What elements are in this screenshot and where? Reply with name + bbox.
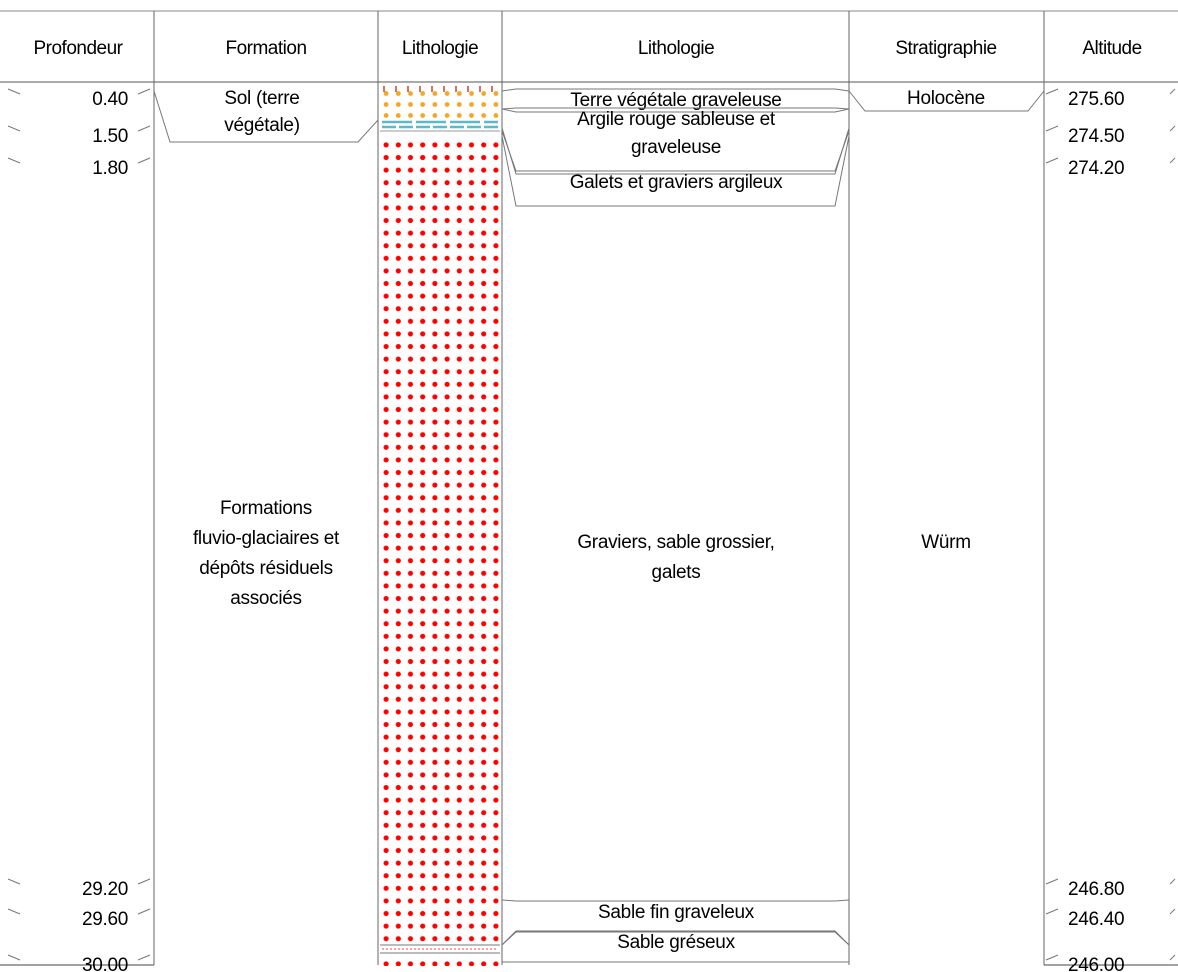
lithology-description-1: Argile rouge sableuse et graveleuse xyxy=(501,107,850,175)
depth-label: 29.20 xyxy=(82,879,128,900)
depth-label: 29.60 xyxy=(82,909,128,930)
formation-fluvio: Formations fluvio-glaciaires et dépôts rés… xyxy=(193,498,340,609)
lithology-description-text: Argile rouge sableuse et xyxy=(577,109,776,130)
altitude-tick xyxy=(1169,88,1176,95)
altitude-tick xyxy=(1045,88,1059,95)
depth-tick xyxy=(7,954,21,961)
lithology-description-3: Graviers, sable grossier, galets xyxy=(577,532,775,583)
formation-soil-bracket xyxy=(153,90,379,143)
depth-label: 30.00 xyxy=(82,955,128,972)
altitude-tick xyxy=(1045,125,1059,132)
lithology-bracket-bottom xyxy=(501,108,850,113)
lithology-description-0: Terre végétale graveleuse xyxy=(501,88,850,113)
lithology-description-text: graveleuse xyxy=(631,137,721,158)
depth-tick xyxy=(137,157,151,164)
altitude-tick xyxy=(1045,878,1059,885)
altitude-tick xyxy=(1169,878,1176,885)
depth-tick xyxy=(137,88,151,95)
header-lithology-column: Lithologie xyxy=(402,38,478,59)
lithology-description-text: Terre végétale graveleuse xyxy=(570,90,781,111)
formation-soil-text: Sol (terre xyxy=(224,88,299,109)
formation-fluvio-text: Formations xyxy=(220,498,312,519)
depth-tick xyxy=(7,157,21,164)
layer-base xyxy=(380,956,500,966)
lithology-bracket-top xyxy=(501,930,850,946)
depth-tick xyxy=(137,908,151,915)
header-depth: Profondeur xyxy=(33,38,123,59)
layer-gravel xyxy=(380,136,500,943)
depth-tick xyxy=(137,954,151,961)
header-formation: Formation xyxy=(225,38,306,59)
altitude-label: 274.50 xyxy=(1068,126,1124,147)
stratigraphy-holocene-text: Holocène xyxy=(907,88,985,109)
header-lithology-description: Lithologie xyxy=(638,38,714,59)
formation-soil: Sol (terre végétale) xyxy=(224,88,300,136)
lithology-description-2: Galets et graviers argileux xyxy=(501,130,850,207)
altitude-tick xyxy=(1169,954,1176,961)
depth-tick xyxy=(137,878,151,885)
lithology-bracket-top xyxy=(501,107,850,110)
stratigraphy-wurm-text: Würm xyxy=(921,532,970,553)
stratigraphy-holocene: Holocène xyxy=(848,88,1045,112)
lithology-description-text: Galets et graviers argileux xyxy=(570,172,783,193)
header-stratigraphy: Stratigraphie xyxy=(895,38,996,59)
altitude-tick xyxy=(1169,157,1176,164)
altitude-label: 246.00 xyxy=(1068,955,1124,972)
lithology-description-text: galets xyxy=(652,562,701,583)
depth-label: 0.40 xyxy=(92,89,128,110)
altitude-tick xyxy=(1169,125,1176,132)
depth-tick xyxy=(7,908,21,915)
depth-label: 1.50 xyxy=(92,126,128,147)
depth-tick xyxy=(7,88,21,95)
depth-tick xyxy=(7,878,21,885)
column-separators xyxy=(153,11,1045,965)
layer-topsoil xyxy=(380,91,500,109)
lithology-bracket-top xyxy=(501,130,850,172)
altitude-tick xyxy=(1169,908,1176,915)
header-altitude: Altitude xyxy=(1082,38,1141,59)
depth-tick xyxy=(137,125,151,132)
stratigraphy-wurm: Würm xyxy=(921,532,971,553)
lithology-bracket-bottom xyxy=(501,135,850,207)
lithology-description-text: Sable gréseux xyxy=(617,932,735,953)
altitude-label: 246.80 xyxy=(1068,879,1124,900)
altitude-label: 246.40 xyxy=(1068,909,1124,930)
formation-fluvio-text: dépôts résiduels xyxy=(199,558,333,579)
altitude-tick xyxy=(1045,157,1059,164)
header-row: Profondeur Formation Lithologie Litholog… xyxy=(0,10,1178,83)
lithology-description-5: Sable gréseux xyxy=(501,930,850,963)
altitude-tick xyxy=(1045,954,1059,961)
depth-label: 1.80 xyxy=(92,158,128,179)
lithology-bracket-top xyxy=(501,899,850,902)
altitude-tick xyxy=(1045,908,1059,915)
depth-tick xyxy=(7,125,21,132)
layer-clay-dots xyxy=(380,109,500,120)
formation-fluvio-text: fluvio-glaciaires et xyxy=(193,528,340,549)
stratigraphy-bracket xyxy=(848,90,1045,112)
formation-soil-text: végétale) xyxy=(224,115,299,136)
altitude-label: 274.20 xyxy=(1068,158,1124,179)
lithology-description-text: Sable fin graveleux xyxy=(598,902,755,923)
lithology-description-text: Graviers, sable grossier, xyxy=(577,532,774,553)
lithology-bracket-top xyxy=(501,88,850,92)
formation-fluvio-text: associés xyxy=(230,588,302,609)
altitude-label: 275.60 xyxy=(1068,89,1124,110)
